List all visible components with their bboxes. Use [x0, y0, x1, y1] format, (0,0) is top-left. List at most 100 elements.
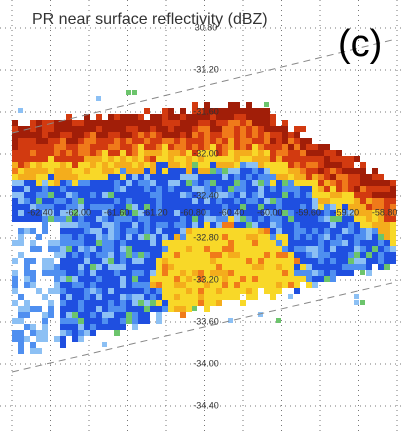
radar-pixel [384, 222, 390, 228]
radar-pixel [96, 138, 102, 144]
radar-pixel [264, 276, 270, 282]
radar-pixel [264, 204, 270, 210]
radar-pixel [306, 240, 312, 246]
radar-pixel [168, 132, 174, 138]
radar-pixel [60, 300, 66, 306]
radar-pixel [114, 324, 120, 330]
radar-pixel [108, 126, 114, 132]
radar-pixel [180, 312, 186, 318]
radar-pixel [204, 282, 210, 288]
radar-pixel [162, 246, 168, 252]
radar-pixel [108, 216, 114, 222]
radar-pixel [348, 258, 354, 264]
radar-pixel [84, 168, 90, 174]
radar-pixel [30, 192, 36, 198]
radar-pixel [192, 288, 198, 294]
radar-pixel [90, 258, 96, 264]
radar-pixel [132, 294, 138, 300]
radar-pixel [240, 108, 246, 114]
radar-pixel [300, 264, 306, 270]
radar-pixel [198, 126, 204, 132]
radar-pixel [114, 216, 120, 222]
radar-pixel [294, 228, 300, 234]
radar-pixel [216, 240, 222, 246]
radar-pixel [228, 270, 234, 276]
radar-pixel [84, 192, 90, 198]
radar-pixel [252, 174, 258, 180]
radar-pixel [90, 282, 96, 288]
radar-pixel [198, 174, 204, 180]
radar-pixel [180, 288, 186, 294]
radar-pixel [144, 258, 150, 264]
radar-pixel [282, 246, 288, 252]
radar-pixel [234, 270, 240, 276]
radar-pixel [12, 168, 18, 174]
radar-pixel [102, 264, 108, 270]
radar-pixel [30, 270, 36, 276]
radar-pixel [204, 114, 210, 120]
radar-pixel [300, 150, 306, 156]
radar-pixel [138, 258, 144, 264]
radar-pixel [288, 294, 293, 299]
radar-pixel [102, 180, 108, 186]
radar-pixel [168, 192, 174, 198]
radar-pixel [54, 246, 60, 252]
radar-pixel [150, 144, 156, 150]
radar-pixel [114, 138, 120, 144]
radar-pixel [294, 162, 300, 168]
radar-pixel [336, 252, 342, 258]
radar-pixel [24, 210, 30, 216]
radar-pixel [60, 162, 66, 168]
radar-pixel [342, 264, 348, 270]
radar-pixel [60, 252, 66, 258]
radar-pixel [108, 282, 114, 288]
radar-pixel [228, 138, 234, 144]
radar-pixel [234, 132, 240, 138]
radar-pixel [324, 150, 330, 156]
radar-pixel [30, 306, 36, 312]
radar-pixel [342, 174, 348, 180]
radar-pixel [114, 234, 120, 240]
radar-pixel [234, 222, 240, 228]
radar-pixel [138, 234, 144, 240]
radar-pixel [372, 180, 378, 186]
radar-pixel [90, 120, 96, 126]
radar-pixel [300, 246, 306, 252]
radar-pixel [270, 228, 276, 234]
radar-pixel [12, 300, 18, 306]
radar-pixel [390, 258, 396, 264]
radar-pixel [264, 180, 270, 186]
radar-pixel [222, 288, 228, 294]
radar-pixel [258, 210, 264, 216]
radar-pixel [12, 174, 18, 180]
radar-pixel [138, 252, 144, 258]
radar-pixel [372, 174, 378, 180]
radar-pixel [114, 312, 120, 318]
radar-pixel [114, 294, 120, 300]
radar-pixel [96, 150, 102, 156]
radar-pixel [132, 210, 138, 216]
radar-pixel [102, 258, 108, 264]
radar-pixel [240, 222, 246, 228]
radar-pixel [66, 180, 72, 186]
radar-pixel [216, 198, 222, 204]
radar-pixel [342, 240, 348, 246]
radar-pixel [252, 144, 258, 150]
radar-pixel [312, 192, 318, 198]
radar-pixel [78, 228, 84, 234]
radar-pixel [54, 276, 60, 282]
radar-pixel [384, 180, 390, 186]
radar-pixel [318, 252, 324, 258]
latitude-label: -32.00 [193, 148, 219, 158]
radar-pixel [390, 246, 396, 252]
radar-pixel [102, 210, 108, 216]
radar-pixel [186, 120, 192, 126]
radar-pixel [336, 240, 342, 246]
radar-pixel [288, 204, 294, 210]
radar-pixel [168, 150, 174, 156]
radar-pixel [168, 288, 174, 294]
radar-pixel [174, 264, 180, 270]
radar-pixel [276, 138, 282, 144]
radar-pixel [30, 276, 36, 282]
radar-pixel [96, 192, 102, 198]
